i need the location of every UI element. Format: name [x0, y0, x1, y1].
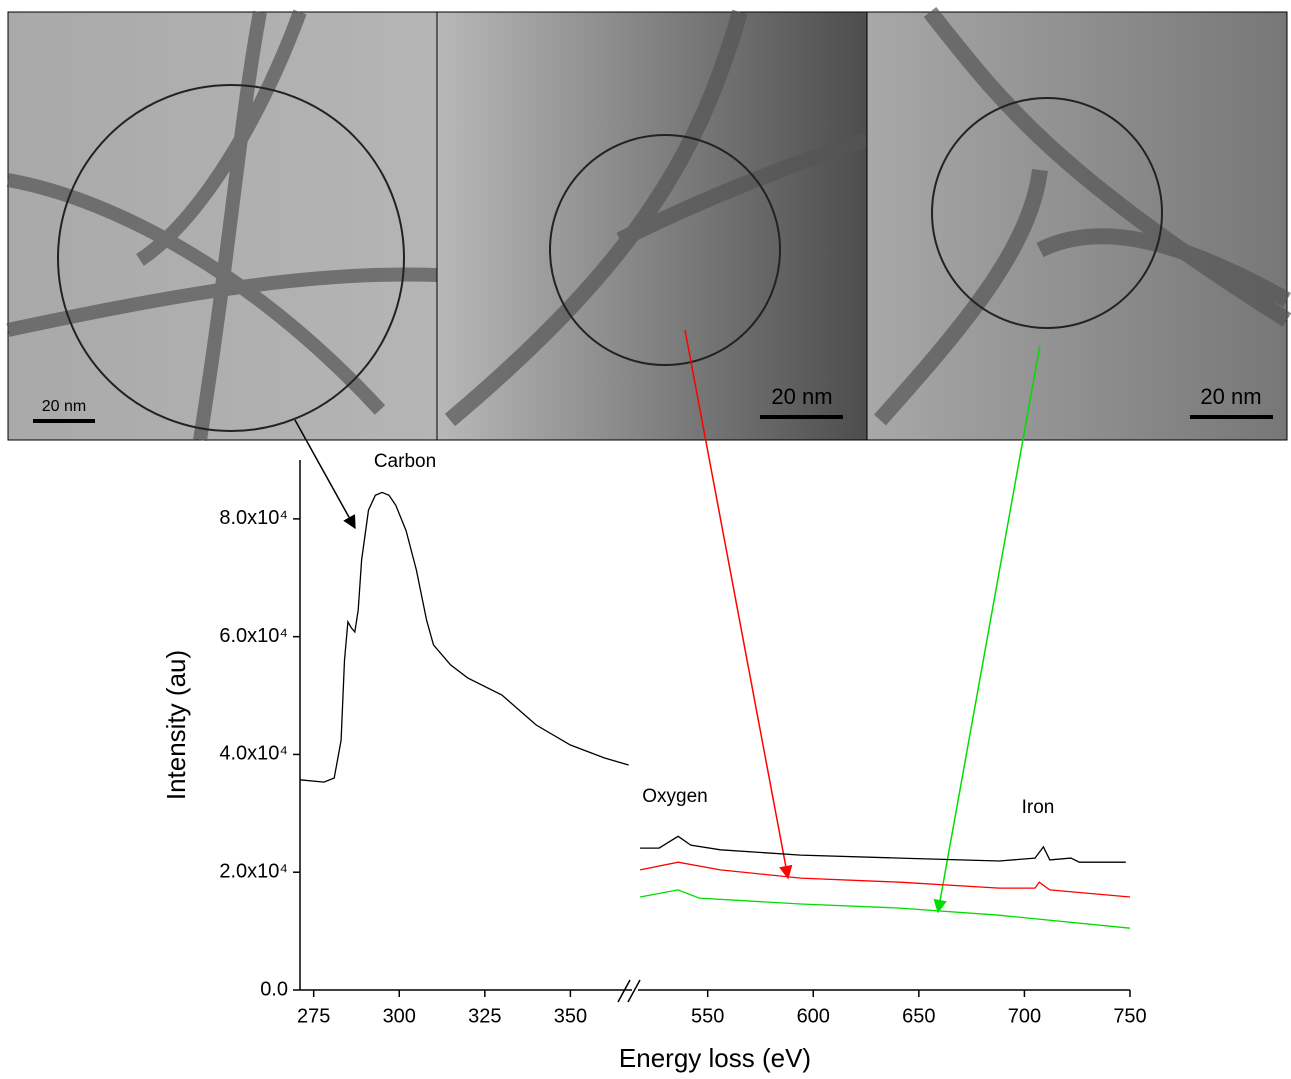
x-tick-label: 300 [383, 1005, 416, 1027]
x-tick-label: 600 [797, 1005, 830, 1027]
arrow [684, 329, 793, 880]
nanotube [6, 267, 438, 337]
scale-label: 20 nm [771, 384, 832, 409]
region-circle [931, 97, 1163, 329]
nanotubes [874, 7, 1291, 426]
nanotubes [444, 9, 870, 427]
region-circle [57, 84, 405, 432]
nanotubes [6, 9, 438, 442]
x-tick-label: 650 [902, 1005, 935, 1027]
x-tick-label: 275 [297, 1005, 330, 1027]
x-tick-label: 550 [691, 1005, 724, 1027]
nanotube [444, 9, 748, 427]
y-tick-label: 0.0 [260, 978, 288, 1000]
x-tick-label: 700 [1008, 1005, 1041, 1027]
spectrum-line [639, 861, 1131, 898]
x-axis-title: Energy loss (eV) [619, 1043, 811, 1073]
nanotube [1036, 228, 1291, 307]
tem-image [7, 11, 438, 441]
x-tick-label: 325 [468, 1005, 501, 1027]
nanotube [6, 173, 386, 415]
x-tick-label: 750 [1113, 1005, 1146, 1027]
annotation: Carbon [374, 451, 436, 472]
nanotube [616, 132, 870, 248]
y-axis-title: Intensity (au) [161, 650, 191, 800]
axis-break [617, 979, 641, 1003]
arrow [933, 344, 1041, 914]
nanotube [193, 10, 267, 442]
tem-image [866, 11, 1288, 441]
annotation: Oxygen [642, 786, 707, 807]
scale-label: 20 nm [1200, 384, 1261, 409]
scale-label: 20 nm [42, 398, 86, 415]
region-circle [549, 134, 781, 366]
spectrum-line [299, 491, 629, 783]
spectrum-line [640, 835, 1126, 863]
nanotube [136, 9, 307, 266]
y-tick-label: 2.0x10⁴ [219, 861, 288, 883]
x-tick-label: 350 [554, 1005, 587, 1027]
spectrum-line [639, 889, 1131, 929]
nanotube [874, 168, 1048, 426]
y-tick-label: 8.0x10⁴ [219, 507, 288, 529]
y-tick-label: 4.0x10⁴ [219, 743, 288, 765]
y-tick-label: 6.0x10⁴ [219, 625, 288, 647]
arrow [294, 419, 356, 530]
annotation: Iron [1022, 797, 1055, 818]
